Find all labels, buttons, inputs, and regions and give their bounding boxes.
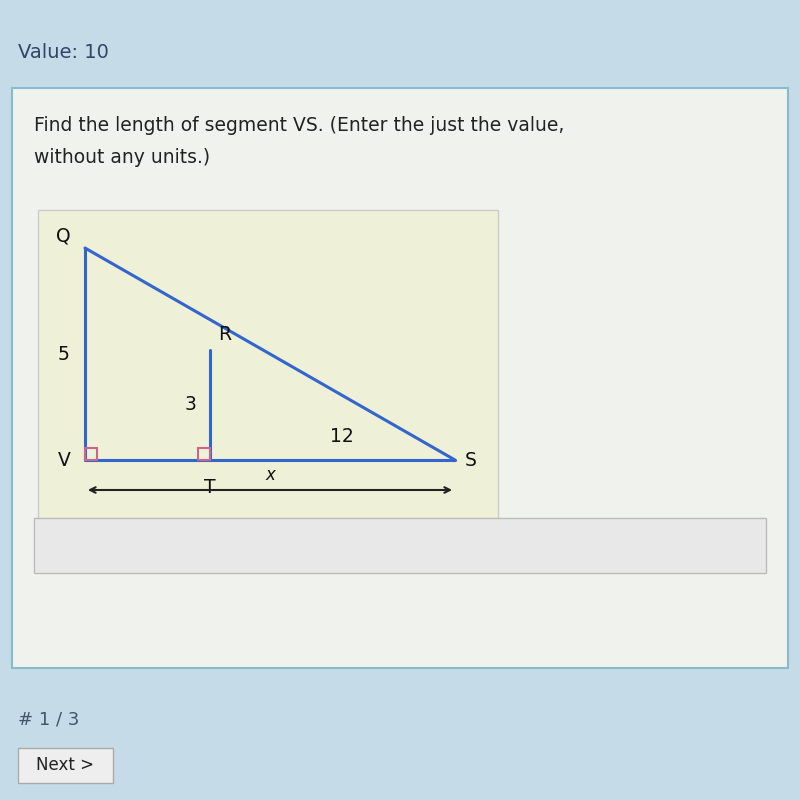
Text: 12: 12 [330,427,354,446]
Text: T: T [204,478,216,497]
Text: S: S [465,450,477,470]
Bar [85,448,97,460]
Text: Next >: Next > [36,756,94,774]
Bar [12,88,788,668]
Text: x: x [265,466,275,484]
Text: # 1 / 3: # 1 / 3 [18,710,79,728]
Bar [198,448,210,460]
Bar [0,0,800,80]
Text: 5: 5 [57,345,69,363]
Text: Value: 10: Value: 10 [18,42,109,62]
Text: Q: Q [56,227,71,246]
Bar [34,518,766,573]
Text: Find the length of segment VS. (Enter the just the value,: Find the length of segment VS. (Enter th… [34,116,564,135]
Bar [18,748,113,783]
Text: 3: 3 [184,395,196,414]
Text: without any units.): without any units.) [34,148,210,167]
Bar [38,210,498,530]
Text: V: V [58,450,71,470]
Text: R: R [218,325,231,344]
